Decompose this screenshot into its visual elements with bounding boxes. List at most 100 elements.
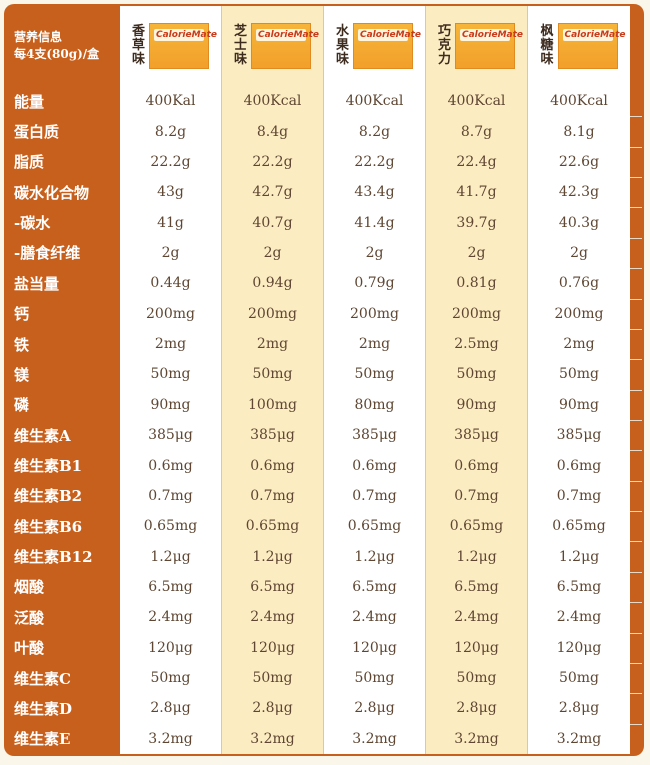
product-box-image: CalorieMate	[557, 23, 626, 69]
product-box-image: CalorieMate	[455, 23, 523, 69]
row-label: 脂质	[6, 146, 120, 178]
value-cell: 0.81g	[426, 268, 528, 299]
row-label: 维生素E	[6, 723, 120, 754]
value-cell: 120μg	[528, 632, 630, 663]
value-cell: 2mg	[120, 328, 222, 360]
value-cell: 50mg	[528, 662, 630, 694]
value-cell: 6.5mg	[528, 571, 630, 603]
flavor-char: 味	[131, 52, 145, 67]
row-label: 维生素B1	[6, 450, 120, 481]
nutrition-table: 营养信息 每4支(80g)/盒 香草味 CalorieMate 芝士味 Calorie…	[6, 6, 642, 754]
table-row: 蛋白质 8.2g 8.4g 8.2g 8.7g 8.1g	[6, 116, 642, 148]
value-cell: 120μg	[222, 632, 324, 663]
table-row: 磷 90mg 100mg 80mg 90mg 90mg	[6, 389, 642, 421]
value-cell: 1.2μg	[120, 541, 222, 572]
table-row: 镁 50mg 50mg 50mg 50mg 50mg	[6, 359, 642, 391]
value-cell: 43g	[120, 177, 222, 208]
header-label: 营养信息 每4支(80g)/盒	[6, 6, 120, 86]
value-cell: 50mg	[528, 359, 630, 390]
flavor-header-3: 巧克力 CalorieMate	[426, 6, 528, 86]
value-cell: 400Kcal	[324, 86, 426, 117]
flavor-char: 力	[437, 52, 451, 67]
flavor-name: 香草味	[132, 25, 145, 67]
row-label: 维生素B6	[6, 511, 120, 542]
value-cell: 200mg	[426, 298, 528, 329]
value-cell: 0.65mg	[120, 511, 222, 542]
value-cell: 8.7g	[426, 116, 528, 147]
row-label: 维生素B12	[6, 541, 120, 572]
value-cell: 42.7g	[222, 177, 324, 208]
header-label-line1: 营养信息	[14, 30, 63, 44]
table-row: 维生素B2 0.7mg 0.7mg 0.7mg 0.7mg 0.7mg	[6, 480, 642, 513]
nutrition-table-frame: 营养信息 每4支(80g)/盒 香草味 CalorieMate 芝士味 Calorie…	[4, 4, 644, 756]
flavor-char: 巧	[437, 24, 451, 39]
flavor-char: 味	[540, 52, 554, 67]
row-label: 维生素B2	[6, 480, 120, 512]
value-cell: 400Kal	[120, 86, 222, 117]
flavor-name: 水果味	[336, 25, 349, 67]
row-label: 盐当量	[6, 268, 120, 299]
row-label: 蛋白质	[6, 116, 120, 147]
table-row: 钙 200mg 200mg 200mg 200mg 200mg	[6, 298, 642, 330]
value-cell: 0.65mg	[426, 511, 528, 542]
flavor-header-4: 枫糖味 CalorieMate	[528, 6, 630, 86]
value-cell: 100mg	[222, 389, 324, 420]
value-cell: 200mg	[222, 298, 324, 329]
value-cell: 400Kcal	[222, 86, 324, 117]
value-cell: 50mg	[222, 662, 324, 694]
table-row: 烟酸 6.5mg 6.5mg 6.5mg 6.5mg 6.5mg	[6, 571, 642, 604]
value-cell: 22.2g	[120, 146, 222, 178]
product-box-image: CalorieMate	[251, 23, 320, 69]
value-cell: 40.7g	[222, 207, 324, 238]
value-cell: 40.3g	[528, 207, 630, 238]
value-cell: 2.4mg	[120, 602, 222, 633]
flavor-header-1: 芝士味 CalorieMate	[222, 6, 324, 86]
flavor-header-2: 水果味 CalorieMate	[324, 6, 426, 86]
value-cell: 6.5mg	[324, 571, 426, 603]
row-label: 钙	[6, 298, 120, 329]
flavor-char: 克	[437, 38, 451, 53]
value-cell: 1.2μg	[426, 541, 528, 572]
row-label: 碳水化合物	[6, 177, 120, 208]
value-cell: 1.2μg	[324, 541, 426, 572]
brand-logo: CalorieMate	[256, 29, 320, 41]
value-cell: 2.4mg	[324, 602, 426, 633]
value-cell: 200mg	[324, 298, 426, 329]
header-row: 营养信息 每4支(80g)/盒 香草味 CalorieMate 芝士味 Calorie…	[6, 6, 642, 86]
table-row: 铁 2mg 2mg 2mg 2.5mg 2mg	[6, 328, 642, 361]
value-cell: 0.7mg	[426, 480, 528, 512]
value-cell: 385μg	[528, 420, 630, 451]
table-row: 脂质 22.2g 22.2g 22.2g 22.4g 22.6g	[6, 146, 642, 179]
table-row: 维生素B1 0.6mg 0.6mg 0.6mg 0.6mg 0.6mg	[6, 450, 642, 482]
flavor-char: 枫	[540, 24, 554, 39]
value-cell: 2.4mg	[222, 602, 324, 633]
value-cell: 8.1g	[528, 116, 630, 147]
value-cell: 6.5mg	[120, 571, 222, 603]
value-cell: 2.5mg	[426, 328, 528, 360]
value-cell: 385μg	[324, 420, 426, 451]
value-cell: 385μg	[120, 420, 222, 451]
value-cell: 0.94g	[222, 268, 324, 299]
table-row: 能量 400Kal 400Kcal 400Kcal 400Kcal 400Kcal	[6, 86, 642, 118]
row-label: 维生素A	[6, 420, 120, 451]
row-label: 磷	[6, 389, 120, 420]
flavor-char: 士	[233, 38, 247, 53]
flavor-char: 果	[335, 38, 349, 53]
row-label: 铁	[6, 328, 120, 360]
flavor-header-0: 香草味 CalorieMate	[120, 6, 222, 86]
value-cell: 2.8μg	[528, 693, 630, 724]
value-cell: 2.4mg	[426, 602, 528, 633]
flavor-name: 芝士味	[234, 25, 247, 67]
value-cell: 0.79g	[324, 268, 426, 299]
value-cell: 0.65mg	[222, 511, 324, 542]
table-row: -碳水 41g 40.7g 41.4g 39.7g 40.3g	[6, 207, 642, 239]
value-cell: 0.44g	[120, 268, 222, 299]
value-cell: 0.6mg	[324, 450, 426, 481]
value-cell: 8.4g	[222, 116, 324, 147]
value-cell: 2.8μg	[324, 693, 426, 724]
row-label: 能量	[6, 86, 120, 117]
value-cell: 22.6g	[528, 146, 630, 178]
table-row: 维生素B6 0.65mg 0.65mg 0.65mg 0.65mg 0.65mg	[6, 511, 642, 543]
value-cell: 400Kcal	[528, 86, 630, 117]
value-cell: 3.2mg	[426, 723, 528, 754]
